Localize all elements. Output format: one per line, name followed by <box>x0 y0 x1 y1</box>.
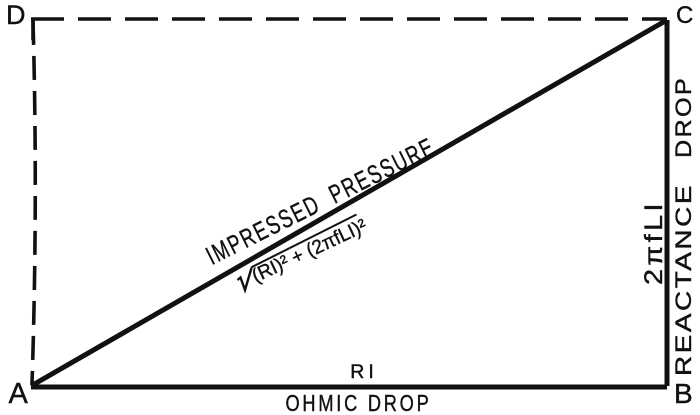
svg-text:RI: RI <box>350 361 378 383</box>
svg-text:2πfLI: 2πfLI <box>640 200 668 285</box>
svg-text:D: D <box>6 0 26 30</box>
svg-text:C: C <box>676 2 693 29</box>
svg-text:REACTANCE: REACTANCE <box>671 183 696 376</box>
svg-text:A: A <box>9 378 29 410</box>
svg-text:DROP: DROP <box>671 76 696 158</box>
svg-text:OHMIC DROP: OHMIC DROP <box>286 390 432 415</box>
svg-text:B: B <box>674 378 693 409</box>
